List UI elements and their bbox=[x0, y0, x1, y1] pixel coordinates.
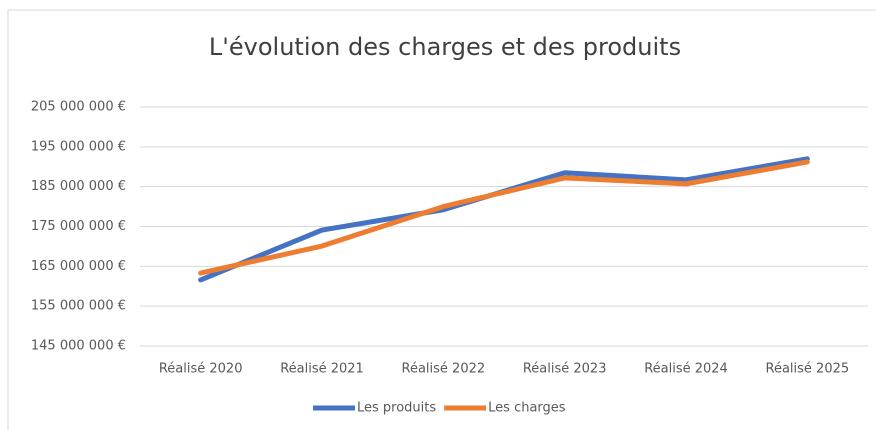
chart-title: L'évolution des charges et des produits bbox=[209, 33, 681, 61]
y-tick-label: 205 000 000 € bbox=[31, 100, 126, 115]
x-tick-label: Réalisé 2024 bbox=[644, 362, 728, 377]
series-line bbox=[198, 159, 810, 276]
y-tick-label: 165 000 000 € bbox=[31, 259, 126, 274]
chart-frame bbox=[7, 9, 876, 430]
y-tick-label: 145 000 000 € bbox=[31, 339, 126, 354]
y-tick-label: 175 000 000 € bbox=[31, 219, 126, 234]
x-tick-label: Réalisé 2020 bbox=[159, 362, 243, 377]
y-tick-label: 155 000 000 € bbox=[31, 299, 126, 314]
legend-label: Les produits bbox=[357, 401, 436, 416]
x-tick-label: Réalisé 2025 bbox=[766, 362, 850, 377]
x-tick-label: Réalisé 2023 bbox=[523, 362, 607, 377]
x-tick-label: Réalisé 2021 bbox=[280, 362, 364, 377]
x-tick-label: Réalisé 2022 bbox=[402, 362, 486, 377]
y-tick-label: 195 000 000 € bbox=[31, 139, 126, 154]
y-tick-label: 185 000 000 € bbox=[31, 179, 126, 194]
legend-label: Les charges bbox=[488, 401, 566, 416]
